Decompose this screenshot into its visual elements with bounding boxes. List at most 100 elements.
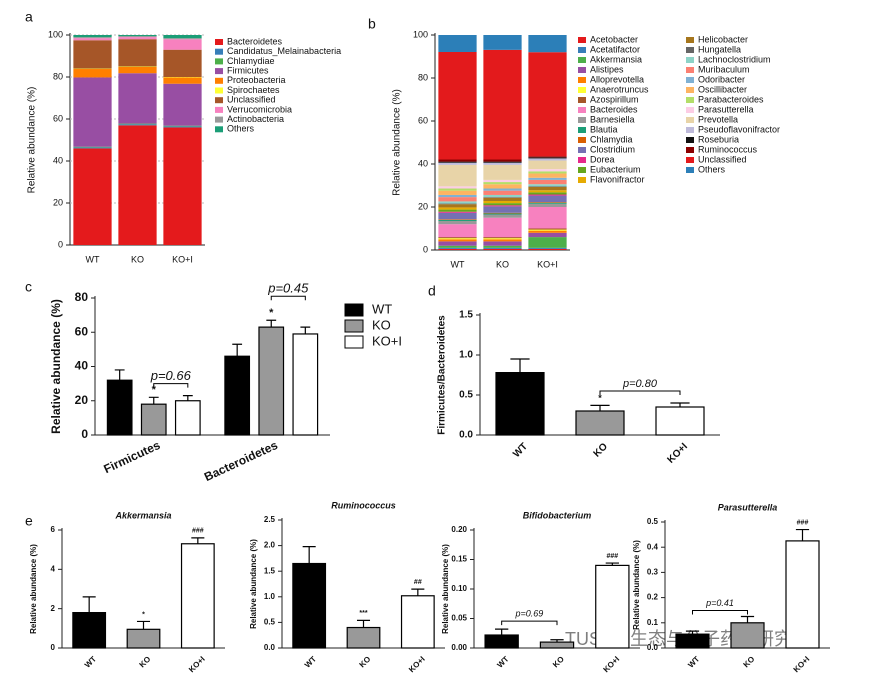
bar-segment [438, 220, 477, 225]
legend-label: Others [227, 124, 255, 134]
bar [595, 564, 630, 649]
bar [106, 379, 133, 436]
error-bar [670, 402, 690, 407]
bracket [501, 620, 558, 626]
legend-swatch [686, 147, 694, 153]
bar-segment [483, 194, 522, 198]
bar-segment [438, 247, 477, 249]
bar-segment [118, 124, 157, 126]
bar-segment [528, 184, 567, 187]
bracket [692, 610, 748, 615]
bar-segment [483, 214, 522, 218]
legend-label: Alloprevotella [590, 74, 644, 84]
y-axis-label: Relative abundance (%) [29, 544, 38, 634]
legend-swatch [578, 137, 586, 143]
bar-segment [438, 237, 477, 239]
legend-label: Azospirillum [590, 94, 639, 104]
y-axis-label: Relative abundance (%) [27, 87, 38, 194]
bar [539, 641, 575, 649]
y-tick-label: 0.5 [647, 517, 659, 526]
bar-segment [483, 35, 522, 50]
legend-swatch [578, 107, 586, 113]
legend-swatch [686, 77, 694, 83]
y-tick-label: 0.1 [647, 618, 659, 627]
bar-segment [483, 217, 522, 238]
legend-swatch [578, 167, 586, 173]
y-axis-label: Relative abundance (%) [49, 299, 63, 434]
bar-segment [483, 237, 522, 239]
y-tick-label: 0 [81, 427, 88, 441]
bar-segment [163, 49, 202, 77]
bar-segment [118, 73, 157, 124]
bar [292, 333, 319, 436]
legend-swatch [686, 87, 694, 93]
x-tick-label: KO [496, 259, 509, 269]
bar-segment [483, 197, 522, 198]
bar-segment [483, 206, 522, 213]
bar-segment [118, 36, 157, 38]
legend-label: Prevotella [698, 114, 738, 124]
y-tick-label: 0.4 [647, 542, 659, 551]
error-bar [300, 326, 311, 334]
error-bar [136, 620, 151, 630]
legend-label: Roseburia [698, 134, 739, 144]
legend-swatch [578, 127, 586, 133]
legend-label: Akkermansia [590, 54, 642, 64]
bar-segment [483, 247, 522, 249]
chart-title: Ruminococcus [331, 500, 396, 510]
y-tick-label: 100 [413, 29, 428, 39]
x-tick-label: Firmicutes [101, 438, 162, 476]
bar-segment [528, 237, 567, 248]
bar-segment [483, 49, 522, 160]
bar-segment [118, 35, 157, 37]
y-tick-label: 40 [53, 155, 63, 165]
bar-segment [528, 229, 567, 231]
legend-swatch [686, 67, 694, 73]
bar-segment [163, 126, 202, 128]
bar-segment [73, 146, 112, 148]
x-tick-label: WT [451, 259, 465, 269]
bar-segment [73, 69, 112, 78]
annotation: ## [414, 579, 422, 586]
legend-swatch [215, 68, 223, 75]
error-bar [182, 395, 193, 401]
bar [495, 372, 545, 436]
legend-swatch [578, 67, 586, 73]
bar [346, 626, 381, 649]
x-tick-label: KO+I [602, 655, 622, 675]
y-tick-label: 1.5 [459, 310, 473, 321]
bar-segment [528, 187, 567, 191]
x-tick-label: KO+I [792, 655, 812, 675]
bar [126, 628, 161, 649]
bar [730, 622, 765, 649]
error-bar [510, 358, 530, 373]
bar-segment [73, 38, 112, 41]
y-tick-label: 0.2 [647, 593, 659, 602]
bar-segment [528, 247, 567, 249]
bar-segment [163, 38, 202, 40]
bar-segment [163, 127, 202, 245]
legend-swatch [215, 48, 223, 55]
chart-title: Akkermansia [114, 510, 171, 520]
annotation: ### [606, 553, 618, 560]
error-bar [605, 562, 619, 566]
bar-segment [438, 248, 477, 250]
bar-segment [73, 37, 112, 39]
bar-segment [528, 203, 567, 207]
annotation: p=0.66 [150, 368, 192, 383]
bar-segment [438, 159, 477, 162]
bar-segment [118, 37, 157, 40]
bar-segment [483, 159, 522, 162]
bar-segment [483, 213, 522, 215]
bar [292, 562, 327, 649]
bar [258, 326, 285, 436]
x-tick-label: KO [742, 655, 757, 670]
legend-label: Dorea [590, 154, 615, 164]
legend-swatch [686, 107, 694, 113]
bar-segment [438, 219, 477, 221]
x-tick-label: KO+I [187, 655, 207, 675]
y-tick-label: 2.0 [264, 541, 276, 550]
bar-segment [163, 39, 202, 50]
bar-segment [528, 169, 567, 172]
y-tick-label: 2.5 [264, 515, 276, 524]
